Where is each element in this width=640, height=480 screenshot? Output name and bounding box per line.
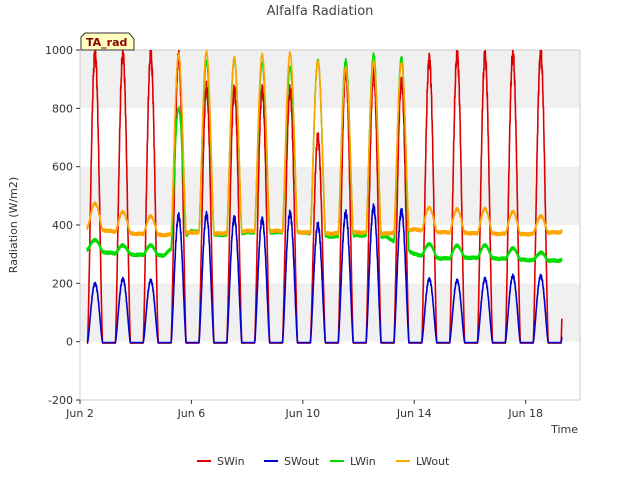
series-line-swout bbox=[86, 203, 563, 344]
legend-label: LWin bbox=[350, 455, 376, 468]
grid-band bbox=[80, 50, 580, 109]
x-tick-label: Jun 6 bbox=[177, 407, 206, 420]
y-tick-label: 400 bbox=[52, 219, 73, 232]
legend-label: LWout bbox=[416, 455, 450, 468]
legend-label: SWout bbox=[284, 455, 320, 468]
x-tick-label: Jun 2 bbox=[65, 407, 94, 420]
x-tick-label: Jun 10 bbox=[284, 407, 320, 420]
y-axis-label: Radiation (W/m2) bbox=[7, 177, 20, 273]
y-tick-label: 1000 bbox=[45, 44, 73, 57]
y-tick-label: 800 bbox=[52, 102, 73, 115]
grid-bands bbox=[80, 50, 580, 400]
y-tick-label: 0 bbox=[66, 336, 73, 349]
legend: SWin SWout LWin LWout bbox=[197, 455, 450, 468]
x-axis: Jun 2 Jun 6 Jun 10 Jun 14 Jun 18 bbox=[65, 400, 543, 420]
grid-band bbox=[80, 166, 580, 225]
grid-band bbox=[80, 283, 580, 342]
series-line-lwout bbox=[86, 50, 563, 238]
ta-rad-badge: TA_rad bbox=[80, 32, 135, 51]
y-axis: -200 0 200 400 600 800 1000 bbox=[45, 44, 80, 407]
y-tick-label: -200 bbox=[48, 394, 73, 407]
badge-shape bbox=[80, 32, 135, 51]
badge-label: TA_rad bbox=[86, 36, 127, 49]
x-tick-label: Jun 18 bbox=[507, 407, 543, 420]
series-lines bbox=[86, 50, 563, 344]
grid-band bbox=[80, 341, 580, 400]
x-axis-label: Time bbox=[550, 423, 578, 436]
x-tick-label: Jun 14 bbox=[396, 407, 432, 420]
y-tick-label: 200 bbox=[52, 277, 73, 290]
grid-band bbox=[80, 108, 580, 167]
chart-title: Alfalfa Radiation bbox=[267, 4, 374, 19]
y-tick-label: 600 bbox=[52, 161, 73, 174]
legend-label: SWin bbox=[217, 455, 245, 468]
